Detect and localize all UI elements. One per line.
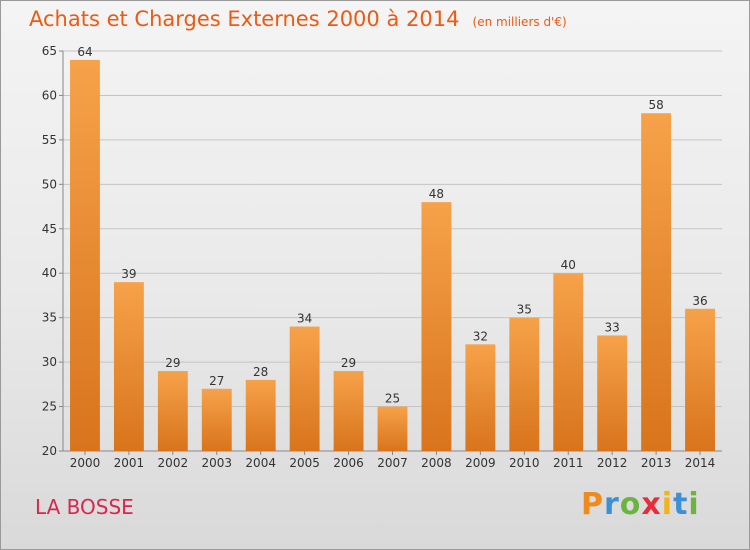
y-tick-label: 20 bbox=[42, 444, 57, 458]
y-tick-label: 60 bbox=[42, 88, 57, 102]
y-tick-label: 25 bbox=[42, 400, 57, 414]
value-labels: 64 39 29 27 28 34 29 25 48 32 35 40 33 58 36 bbox=[77, 45, 707, 406]
x-tick-label: 2002 bbox=[158, 456, 189, 470]
bar bbox=[113, 282, 144, 451]
y-tick-label: 30 bbox=[42, 355, 57, 369]
bar bbox=[245, 379, 276, 451]
bar-value-label: 40 bbox=[561, 258, 576, 272]
y-tick-label: 55 bbox=[42, 133, 57, 147]
y-tick-label: 50 bbox=[42, 177, 57, 191]
x-tick-label: 2001 bbox=[114, 456, 145, 470]
bar-value-label: 64 bbox=[77, 45, 92, 59]
bar bbox=[201, 388, 232, 451]
bar-value-label: 25 bbox=[385, 392, 400, 406]
x-tick-label: 2005 bbox=[289, 456, 320, 470]
bar-value-label: 34 bbox=[297, 312, 312, 326]
bar-value-label: 29 bbox=[165, 356, 180, 370]
commune-name: LA BOSSE bbox=[35, 495, 134, 519]
title-row: Achats et Charges Externes 2000 à 2014 (… bbox=[29, 7, 567, 31]
y-tick-labels: 20 25 30 35 40 45 50 55 60 65 bbox=[42, 44, 57, 458]
x-tick-label: 2012 bbox=[597, 456, 628, 470]
bar-value-label: 35 bbox=[517, 303, 532, 317]
x-tick-label: 2004 bbox=[245, 456, 276, 470]
logo-letter: i bbox=[688, 487, 700, 522]
logo-letter: t bbox=[673, 487, 689, 522]
bar bbox=[333, 371, 364, 451]
y-tick-label: 65 bbox=[42, 44, 57, 58]
bar bbox=[641, 113, 672, 451]
bar bbox=[553, 273, 584, 451]
x-tick-label: 2013 bbox=[641, 456, 672, 470]
bar-value-label: 32 bbox=[473, 329, 488, 343]
bar-value-label: 36 bbox=[692, 294, 707, 308]
y-tick-label: 40 bbox=[42, 266, 57, 280]
bar-value-label: 27 bbox=[209, 374, 224, 388]
bar-value-label: 58 bbox=[648, 98, 663, 112]
bar bbox=[289, 326, 320, 451]
logo-letter: x bbox=[641, 487, 662, 522]
x-tick-label: 2006 bbox=[333, 456, 364, 470]
logo-letter: o bbox=[619, 487, 642, 522]
x-tick-label: 2014 bbox=[685, 456, 716, 470]
bar bbox=[421, 202, 452, 451]
x-tick-label: 2003 bbox=[201, 456, 232, 470]
logo-letter: P bbox=[581, 487, 604, 522]
x-tick-label: 2000 bbox=[70, 456, 101, 470]
bar-value-label: 29 bbox=[341, 356, 356, 370]
proxiti-logo[interactable]: Proxiti bbox=[581, 487, 700, 522]
x-tick-label: 2008 bbox=[421, 456, 452, 470]
logo-letter: r bbox=[604, 487, 620, 522]
bar-value-label: 28 bbox=[253, 365, 268, 379]
bars bbox=[70, 59, 715, 452]
x-tick-labels: 2000 2001 2002 2003 2004 2005 2006 2007 2008 2009… bbox=[70, 456, 716, 470]
y-tick-label: 35 bbox=[42, 311, 57, 325]
bar-value-label: 39 bbox=[121, 267, 136, 281]
logo-letter: i bbox=[661, 487, 674, 522]
bar bbox=[377, 406, 408, 451]
bar bbox=[465, 344, 496, 451]
bar bbox=[685, 308, 715, 451]
x-tick-label: 2009 bbox=[465, 456, 496, 470]
bar bbox=[70, 59, 100, 452]
x-tick-label: 2011 bbox=[553, 456, 584, 470]
x-tick-label: 2010 bbox=[509, 456, 540, 470]
chart-unit: (en milliers d'€) bbox=[472, 15, 567, 29]
bar bbox=[509, 317, 540, 451]
chart-title: Achats et Charges Externes 2000 à 2014 bbox=[29, 7, 460, 31]
bar bbox=[597, 335, 628, 451]
bar-value-label: 48 bbox=[429, 187, 444, 201]
y-tick-label: 45 bbox=[42, 222, 57, 236]
bar bbox=[157, 371, 188, 451]
x-tick-label: 2007 bbox=[377, 456, 408, 470]
bar-value-label: 33 bbox=[605, 320, 620, 334]
